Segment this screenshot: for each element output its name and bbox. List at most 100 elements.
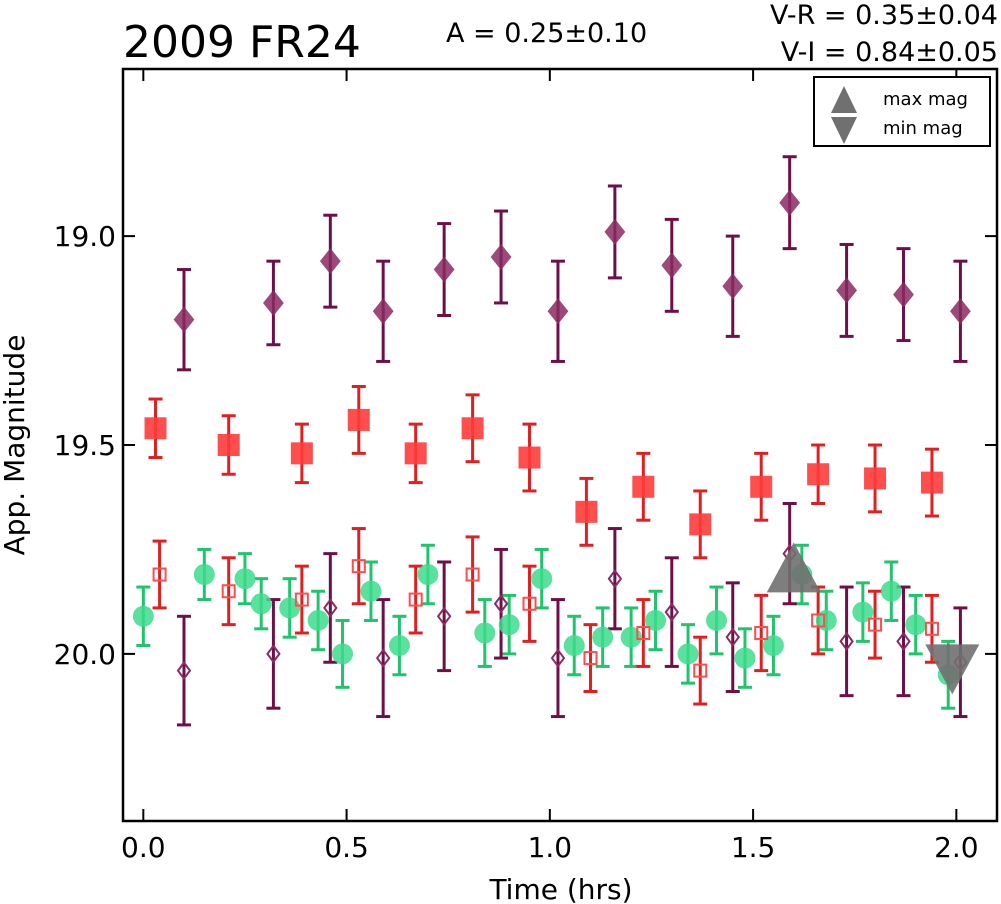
data-point-open-diamond <box>436 606 452 626</box>
data-point-circle <box>474 622 496 644</box>
data-point-circle <box>677 643 699 665</box>
data-point-open-diamond <box>266 644 281 664</box>
data-point-open-diamond <box>607 569 623 589</box>
legend-max-mag-label: max mag <box>883 89 968 110</box>
y-axis-label: App. Magnitude <box>0 335 31 556</box>
plot-frame <box>121 67 999 823</box>
y-tick-label: 19.0 <box>54 220 116 253</box>
data-point-diamond <box>722 273 744 300</box>
legend-min-mag-marker <box>831 117 857 144</box>
data-point-diamond <box>490 244 512 270</box>
data-point-circle <box>563 635 585 657</box>
legend: max mag min mag <box>813 76 991 147</box>
data-point-circle <box>905 614 927 636</box>
x-axis-label: Time (hrs) <box>488 873 632 904</box>
data-point-square <box>632 475 655 498</box>
data-point-circle <box>620 626 642 648</box>
data-point-circle <box>880 580 902 602</box>
v-i-color-label: V-I = 0.84±0.05 <box>781 37 998 68</box>
data-point-open-diamond <box>664 602 680 622</box>
data-point-open-diamond <box>725 627 741 647</box>
data-point-circle <box>706 609 728 631</box>
x-tick-label: 1.0 <box>528 831 573 864</box>
data-point-open-diamond <box>323 598 338 618</box>
data-point-open-square <box>351 559 366 574</box>
data-point-open-square <box>522 596 537 611</box>
data-point-diamond <box>661 252 683 279</box>
data-point-square <box>518 446 541 469</box>
data-point-square <box>750 475 773 498</box>
data-point-circle <box>498 614 520 636</box>
data-point-circle <box>332 643 354 665</box>
data-point-open-diamond <box>493 594 509 614</box>
ticks-layer: 0.0 0.5 1.0 1.5 2.0 19.0 19.5 20.0 <box>54 69 997 864</box>
data-point-circle <box>250 593 272 615</box>
data-point-circle <box>132 605 154 627</box>
data-point-open-square <box>868 617 883 632</box>
data-point-circle <box>388 635 410 657</box>
data-point-circle <box>762 635 784 657</box>
data-point-circle <box>234 568 256 590</box>
data-point-diamond <box>319 248 341 275</box>
x-tick-label: 1.5 <box>731 831 776 864</box>
data-point-circle <box>852 601 874 623</box>
data-point-open-square <box>221 584 236 599</box>
data-point-open-square <box>754 626 769 640</box>
data-point-circle <box>417 564 439 586</box>
data-point-circle <box>279 597 301 619</box>
data-point-open-square <box>811 613 826 628</box>
data-point-circle <box>815 609 837 631</box>
data-point-diamond <box>433 256 455 283</box>
data-point-diamond <box>950 298 971 325</box>
data-point-circle <box>193 564 215 586</box>
legend-max-mag-marker <box>831 86 857 113</box>
data-point-diamond <box>263 289 284 316</box>
data-point-open-square <box>583 651 598 666</box>
data-point-diamond <box>547 298 569 325</box>
data-point-circle <box>531 568 553 590</box>
data-point-square <box>920 471 943 494</box>
data-point-square <box>144 417 167 440</box>
data-point-circle <box>592 626 614 648</box>
data-point-open-diamond <box>839 631 854 652</box>
data-point-diamond <box>779 189 801 216</box>
data-point-circle <box>734 647 756 669</box>
data-point-open-square <box>693 663 708 678</box>
data-point-open-diamond <box>375 648 391 668</box>
data-point-open-square <box>294 592 309 607</box>
data-point-open-square <box>408 592 423 607</box>
legend-min-mag-label: min mag <box>883 118 963 139</box>
v-r-color-label: V-R = 0.35±0.04 <box>770 0 998 31</box>
data-point-open-square <box>465 567 480 582</box>
data-point-circle <box>645 609 667 631</box>
data-point-open-diamond <box>550 648 566 668</box>
x-tick-label: 2.0 <box>934 831 979 864</box>
data-point-square <box>290 442 313 465</box>
data-point-open-square <box>924 621 939 636</box>
data-point-square <box>689 513 712 536</box>
x-tick-label: 0.5 <box>324 831 369 864</box>
data-point-diamond <box>604 218 626 245</box>
y-tick-label: 19.5 <box>54 429 116 462</box>
data-point-square <box>461 417 484 440</box>
data-point-open-diamond <box>176 660 192 681</box>
max-mag-marker <box>766 542 821 593</box>
markers-layer <box>132 189 980 695</box>
data-point-open-square <box>636 626 651 640</box>
data-point-circle <box>307 609 329 631</box>
data-point-square <box>864 467 887 490</box>
chart-title: 2009 FR24 <box>123 17 361 68</box>
amplitude-label: A = 0.25±0.10 <box>446 18 647 49</box>
y-tick-label: 20.0 <box>54 638 116 671</box>
data-point-square <box>575 500 598 523</box>
data-point-open-square <box>152 567 167 582</box>
data-point-circle <box>360 580 382 602</box>
min-mag-marker <box>925 644 980 695</box>
x-tick-label: 0.0 <box>121 831 166 864</box>
data-point-diamond <box>893 281 914 308</box>
data-point-square <box>347 408 370 431</box>
data-point-square <box>404 442 427 465</box>
data-point-diamond <box>836 277 857 304</box>
